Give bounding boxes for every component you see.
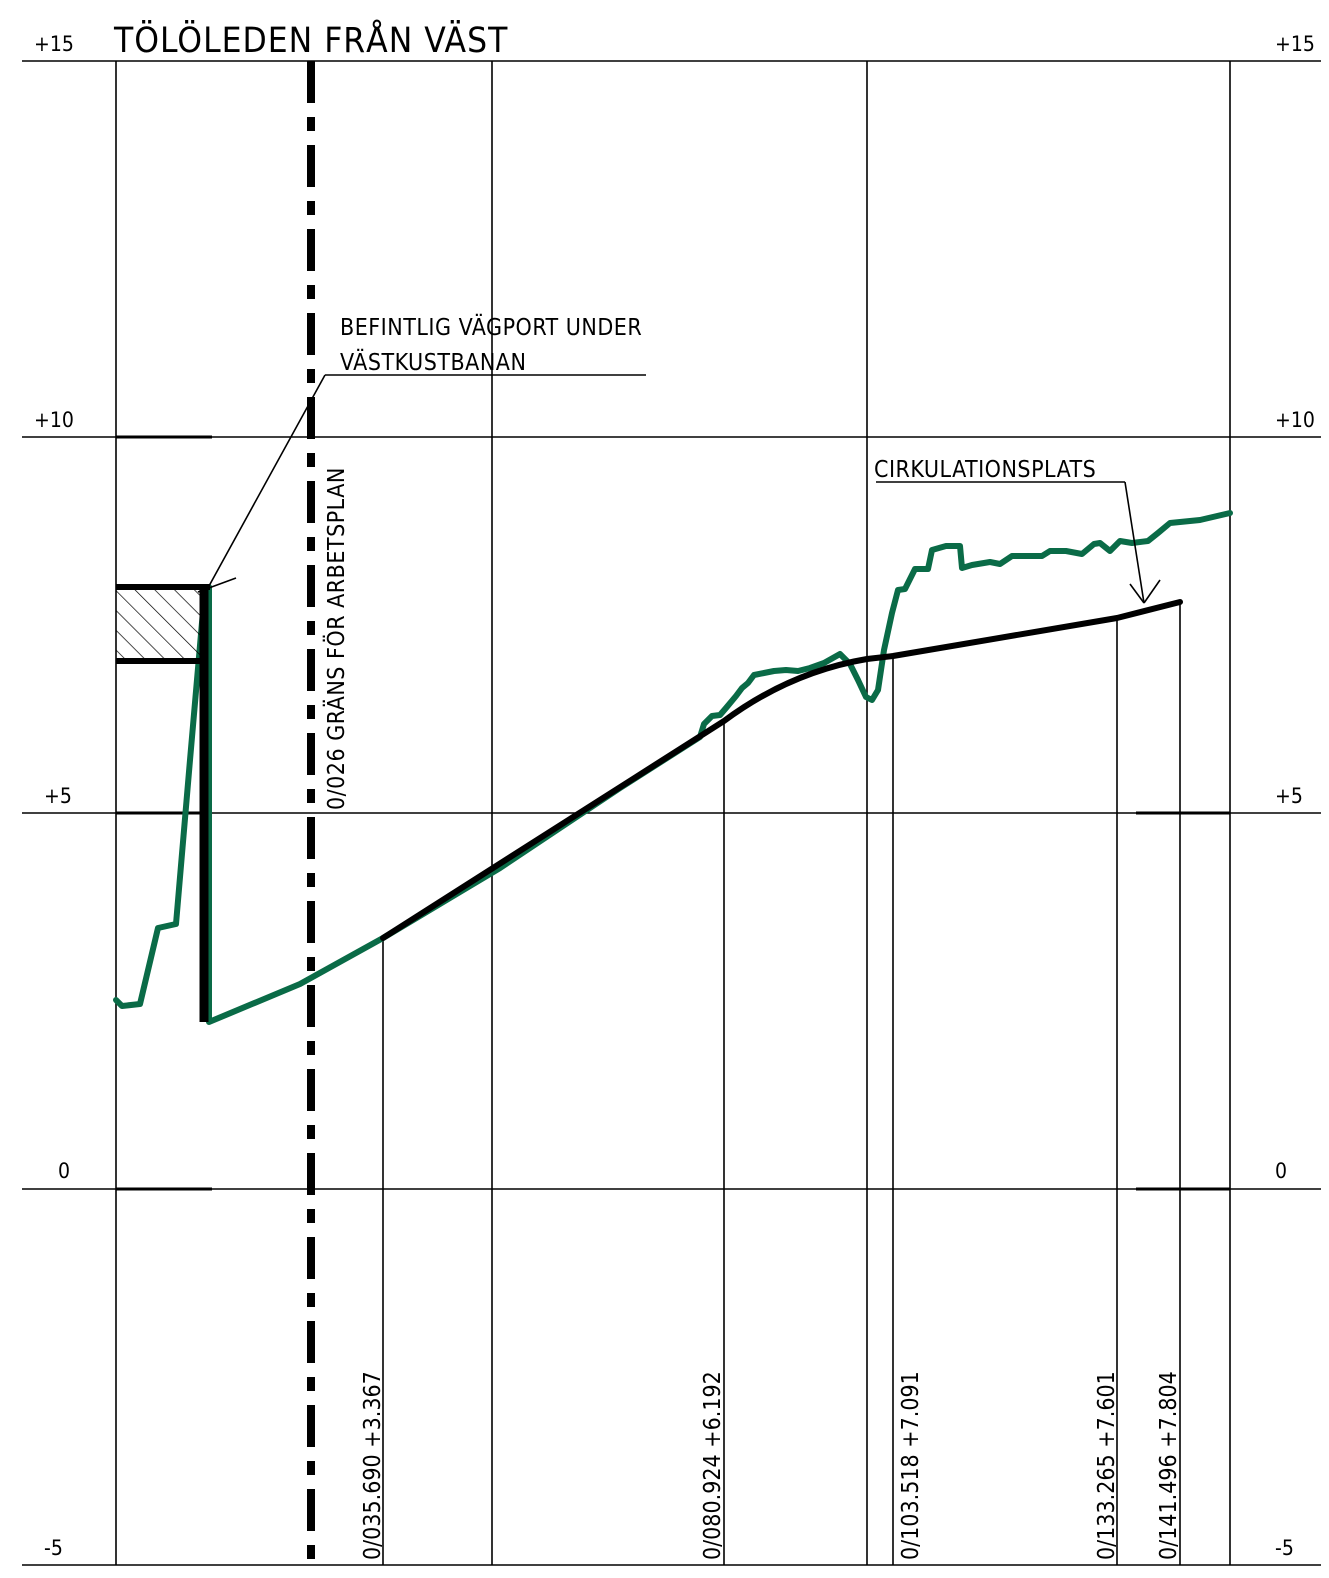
elevation-label: 0 xyxy=(1275,1159,1287,1183)
elevation-label: +15 xyxy=(1275,32,1315,56)
bridge-deck-hatch xyxy=(116,587,206,661)
station-label: 0/141.496 +7.804 xyxy=(1156,1371,1182,1560)
station-label: 0/133.265 +7.601 xyxy=(1094,1371,1120,1560)
work-plan-boundary-label: 0/026 GRÄNS FÖR ARBETSPLAN xyxy=(322,467,350,810)
elevation-label: -5 xyxy=(1275,1536,1294,1560)
station-lines xyxy=(382,602,1181,1565)
underpass-note-line2: VÄSTKUSTBANAN xyxy=(340,348,526,376)
station-label: 0/035.690 +3.367 xyxy=(360,1371,386,1560)
elevation-label: +10 xyxy=(34,408,74,432)
existing-underpass-structure xyxy=(116,584,210,1022)
station-labels: 0/035.690 +3.367 0/080.924 +6.192 0/103.… xyxy=(360,1371,1182,1560)
elevation-grid xyxy=(22,60,1321,1566)
elevation-labels-left: +15 +10 +5 0 -5 xyxy=(34,32,74,1560)
elevation-label: 0 xyxy=(58,1159,70,1183)
vertical-grid xyxy=(115,61,1231,1565)
drawing-title: TÖLÖLEDEN FRÅN VÄST xyxy=(113,18,508,61)
elevation-label: +10 xyxy=(1275,408,1315,432)
station-label: 0/103.518 +7.091 xyxy=(898,1371,924,1560)
existing-ground-profile xyxy=(113,510,1233,1025)
elevation-label: +15 xyxy=(34,32,74,56)
station-label: 0/080.924 +6.192 xyxy=(700,1371,726,1560)
design-road-profile xyxy=(380,599,1183,941)
underpass-leader xyxy=(197,374,646,593)
elevation-label: +5 xyxy=(44,784,72,808)
underpass-note-line1: BEFINTLIG VÄGPORT UNDER xyxy=(340,313,642,341)
roundabout-leader xyxy=(876,481,1161,604)
elevation-labels-right: +15 +10 +5 0 -5 xyxy=(1275,32,1315,1560)
elevation-label: +5 xyxy=(1275,784,1303,808)
roundabout-note: CIRKULATIONSPLATS xyxy=(874,457,1096,483)
elevation-label: -5 xyxy=(44,1536,63,1560)
